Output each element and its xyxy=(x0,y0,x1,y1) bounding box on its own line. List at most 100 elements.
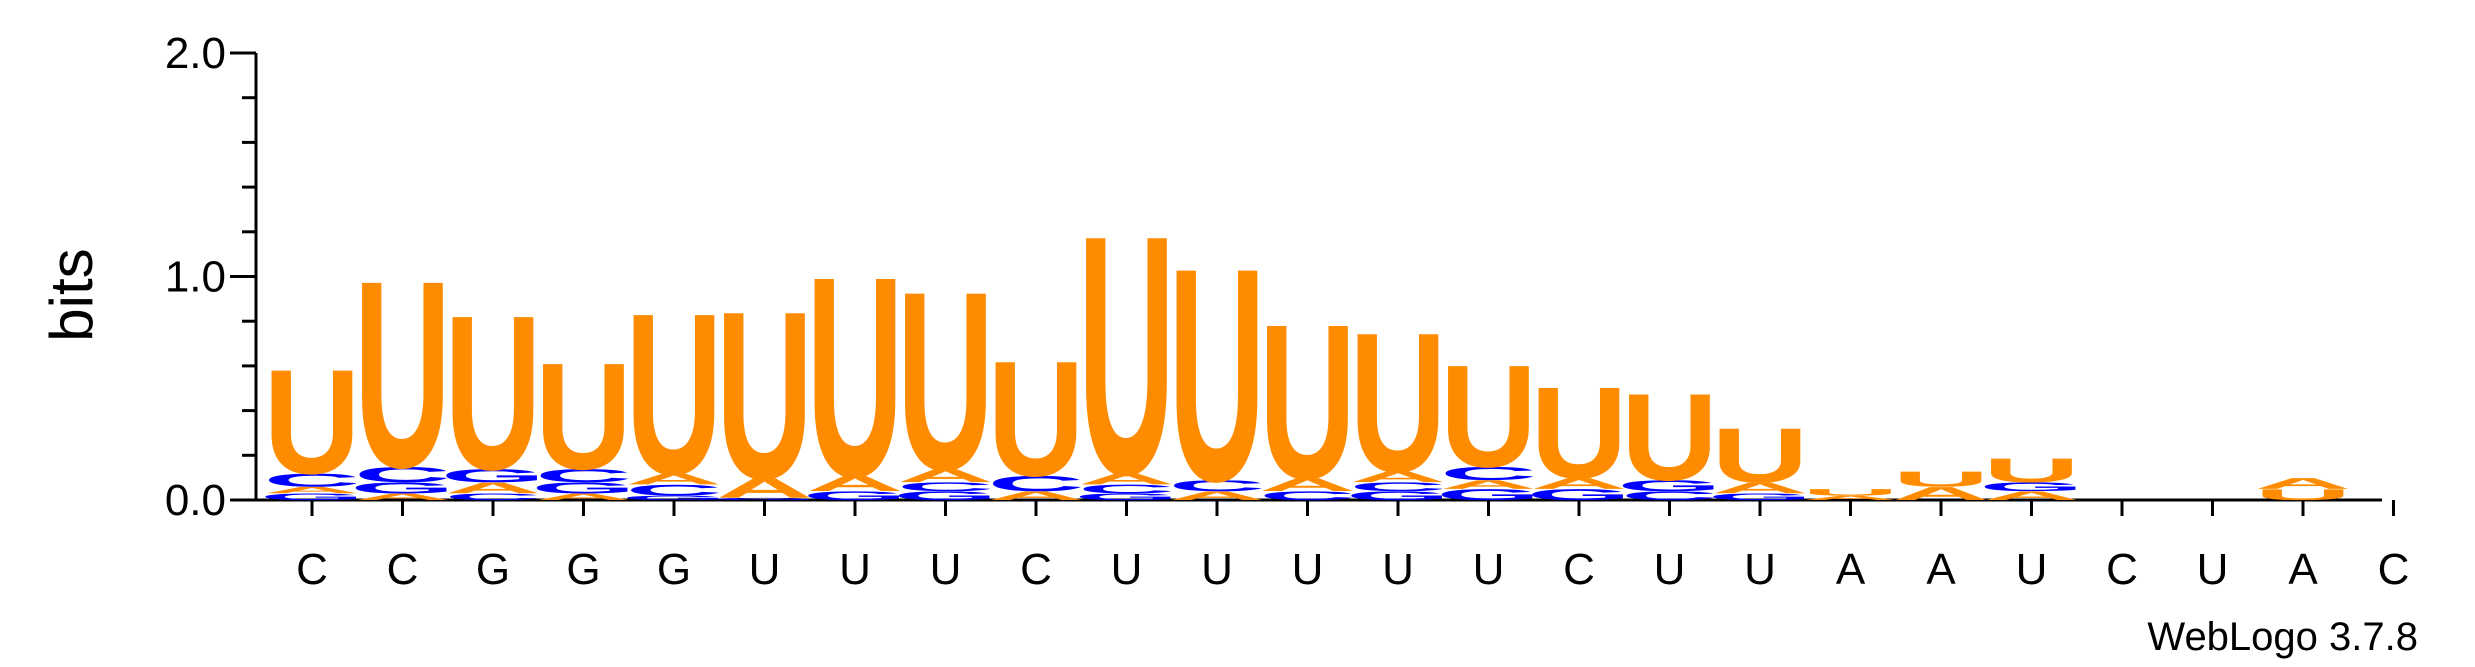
logo-letter-u: U xyxy=(1621,369,1718,507)
position-label: U xyxy=(1292,545,1324,594)
logo-letter-g: G xyxy=(1708,492,1813,502)
position-label: U xyxy=(1744,545,1776,594)
logo-letter-a: A xyxy=(625,470,722,487)
logo-letter-a: A xyxy=(444,479,541,496)
logo-letter-c: C xyxy=(1440,463,1537,484)
position-label: U xyxy=(930,545,962,594)
logo-letter-g: G xyxy=(441,465,546,486)
position-label: A xyxy=(1836,545,1866,594)
y-axis: 0.0 1.0 2.0 xyxy=(165,29,258,525)
logo-letter-g: G xyxy=(1979,480,2084,494)
position-label: A xyxy=(2288,545,2318,594)
y-tick-label: 0.0 xyxy=(165,476,226,525)
position-label: C xyxy=(296,545,328,594)
position-label: C xyxy=(1563,545,1595,594)
logo-letter-g: G xyxy=(1346,489,1451,503)
position-label: U xyxy=(839,545,871,594)
position-label: G xyxy=(566,545,600,594)
logo-letter-a: A xyxy=(1802,494,1899,501)
position-label: U xyxy=(2016,545,2048,594)
position-label: U xyxy=(1473,545,1505,594)
logo-letter-u: U xyxy=(263,340,360,506)
logo-letter-u: U xyxy=(1440,334,1537,497)
y-tick-label: 1.0 xyxy=(165,253,226,302)
logo-letter-g: G xyxy=(1436,486,1541,503)
logo-letter-g: G xyxy=(712,497,817,500)
logo-letter-c: C xyxy=(987,472,1084,496)
logo-letter-u: U xyxy=(716,262,813,530)
logo-letter-u: U xyxy=(806,218,903,537)
position-label: U xyxy=(1654,545,1686,594)
logo-letter-g: G xyxy=(622,494,727,501)
logo-letter-g: G xyxy=(1527,486,1632,503)
logo-letter-a: A xyxy=(1168,489,1265,503)
logo-letter-u: U xyxy=(1078,164,1175,546)
position-label: G xyxy=(657,545,691,594)
logo-letter-u: U xyxy=(897,240,994,524)
logo-letter-a: A xyxy=(263,485,360,495)
logo-letter-u: U xyxy=(354,225,451,523)
logo-letter-a: A xyxy=(716,472,813,503)
logo-letter-c: C xyxy=(625,482,722,499)
position-label: C xyxy=(1020,545,1052,594)
logo-letter-g: G xyxy=(350,479,455,496)
y-tick-label: 2.0 xyxy=(165,29,226,78)
position-label: A xyxy=(1926,545,1956,594)
position-label: U xyxy=(1382,545,1414,594)
logo-letter-u: U xyxy=(1892,467,1989,491)
logo-letter-c: C xyxy=(1078,482,1175,496)
position-label: U xyxy=(749,545,781,594)
logo-letter-a: A xyxy=(2254,475,2351,492)
logo-letter-c: C xyxy=(263,470,360,491)
logo-letter-u: U xyxy=(1802,487,1899,497)
logo-letter-c: C xyxy=(1259,489,1356,503)
position-label: G xyxy=(476,545,510,594)
logo-letter-c: C xyxy=(897,480,994,494)
logo-letter-u: U xyxy=(625,266,722,522)
logo-letter-u: U xyxy=(535,332,632,502)
logo-letter-u: U xyxy=(1168,204,1265,544)
position-label: C xyxy=(2106,545,2138,594)
logo-letter-u: U xyxy=(444,269,541,515)
y-axis-title: bits xyxy=(38,248,105,341)
logo-letter-a: A xyxy=(1892,483,1989,504)
logo-letter-c: C xyxy=(1168,477,1265,494)
logo-letter-a: A xyxy=(1983,489,2080,503)
logo-letter-a: A xyxy=(1711,479,1808,496)
logo-letter-u: U xyxy=(1530,360,1627,506)
logo-letter-a: A xyxy=(1078,470,1175,487)
logo-letter-a: A xyxy=(1530,475,1627,492)
logo-letter-a: A xyxy=(354,492,451,502)
x-axis xyxy=(256,498,2395,516)
logo-letter-c: C xyxy=(535,465,632,486)
logo-letter-a: A xyxy=(1259,474,1356,495)
logo-letter-g: G xyxy=(803,489,908,503)
logo-letter-a: A xyxy=(897,465,994,486)
logo-letter-g: G xyxy=(531,479,636,496)
logo-letter-g: G xyxy=(260,492,365,502)
logo-letter-a: A xyxy=(1349,468,1446,485)
logo-letter-a: A xyxy=(987,489,1084,503)
logo-letter-c: C xyxy=(1349,480,1446,494)
logo-letter-g: G xyxy=(893,489,998,503)
logo-letter-c: C xyxy=(444,492,541,502)
logo-letter-u: U xyxy=(987,326,1084,510)
logo-letter-u: U xyxy=(2254,486,2351,503)
weblogo-credit: WebLogo 3.7.8 xyxy=(2147,615,2418,659)
logo-letter-g: G xyxy=(1617,477,1722,494)
position-label: C xyxy=(387,545,419,594)
logo-letter-a: A xyxy=(806,472,903,496)
logo-letter-c: C xyxy=(1621,489,1718,503)
logo-letter-u: U xyxy=(1711,413,1808,499)
logo-letter-c: C xyxy=(354,463,451,487)
position-label: C xyxy=(2378,545,2410,594)
logo-stacks: GACUAGCUCAGUAGCUGCAUGAUGAUGCAUACUGCAUACU… xyxy=(260,164,2352,546)
logo-letter-u: U xyxy=(1259,278,1356,524)
logo-letter-a: A xyxy=(535,492,632,502)
position-label: U xyxy=(2197,545,2229,594)
logo-letter-u: U xyxy=(1349,291,1446,514)
position-label: U xyxy=(1201,545,1233,594)
logo-letter-a: A xyxy=(1440,478,1537,492)
